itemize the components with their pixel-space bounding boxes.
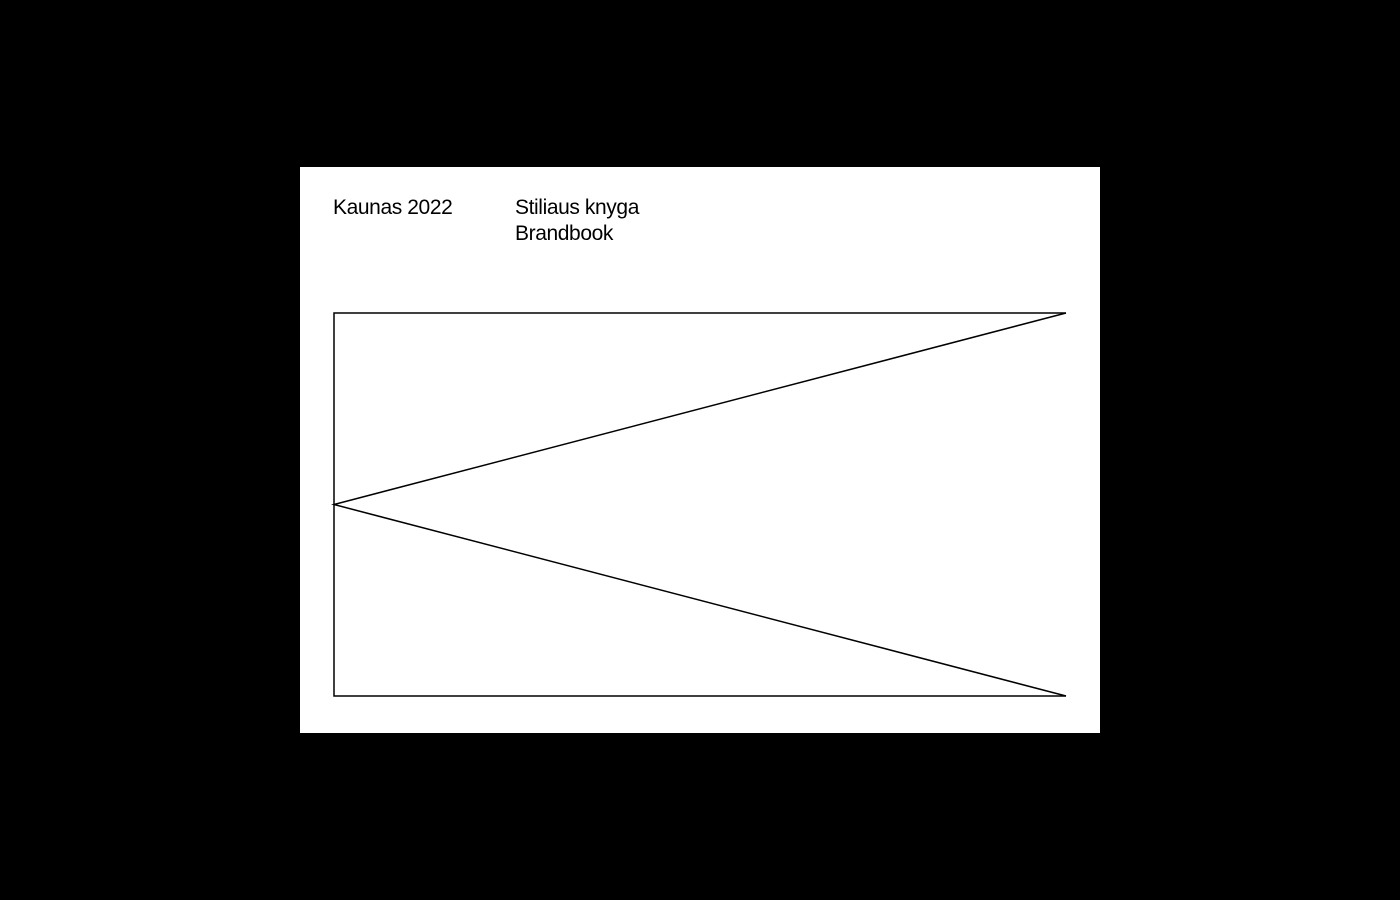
brandbook-cover: Kaunas 2022 Stiliaus knyga Brandbook: [300, 167, 1100, 733]
subtitle-line-en: Brandbook: [515, 222, 613, 245]
cover-title: Kaunas 2022: [333, 196, 453, 219]
subtitle-line-lt: Stiliaus knyga: [515, 196, 639, 219]
logo-chevron-line: [331, 312, 1067, 697]
logo-frame-line: [333, 312, 1066, 697]
k-pennant-logo-icon: [331, 312, 1067, 697]
cover-subtitle: Stiliaus knyga Brandbook: [515, 195, 639, 247]
